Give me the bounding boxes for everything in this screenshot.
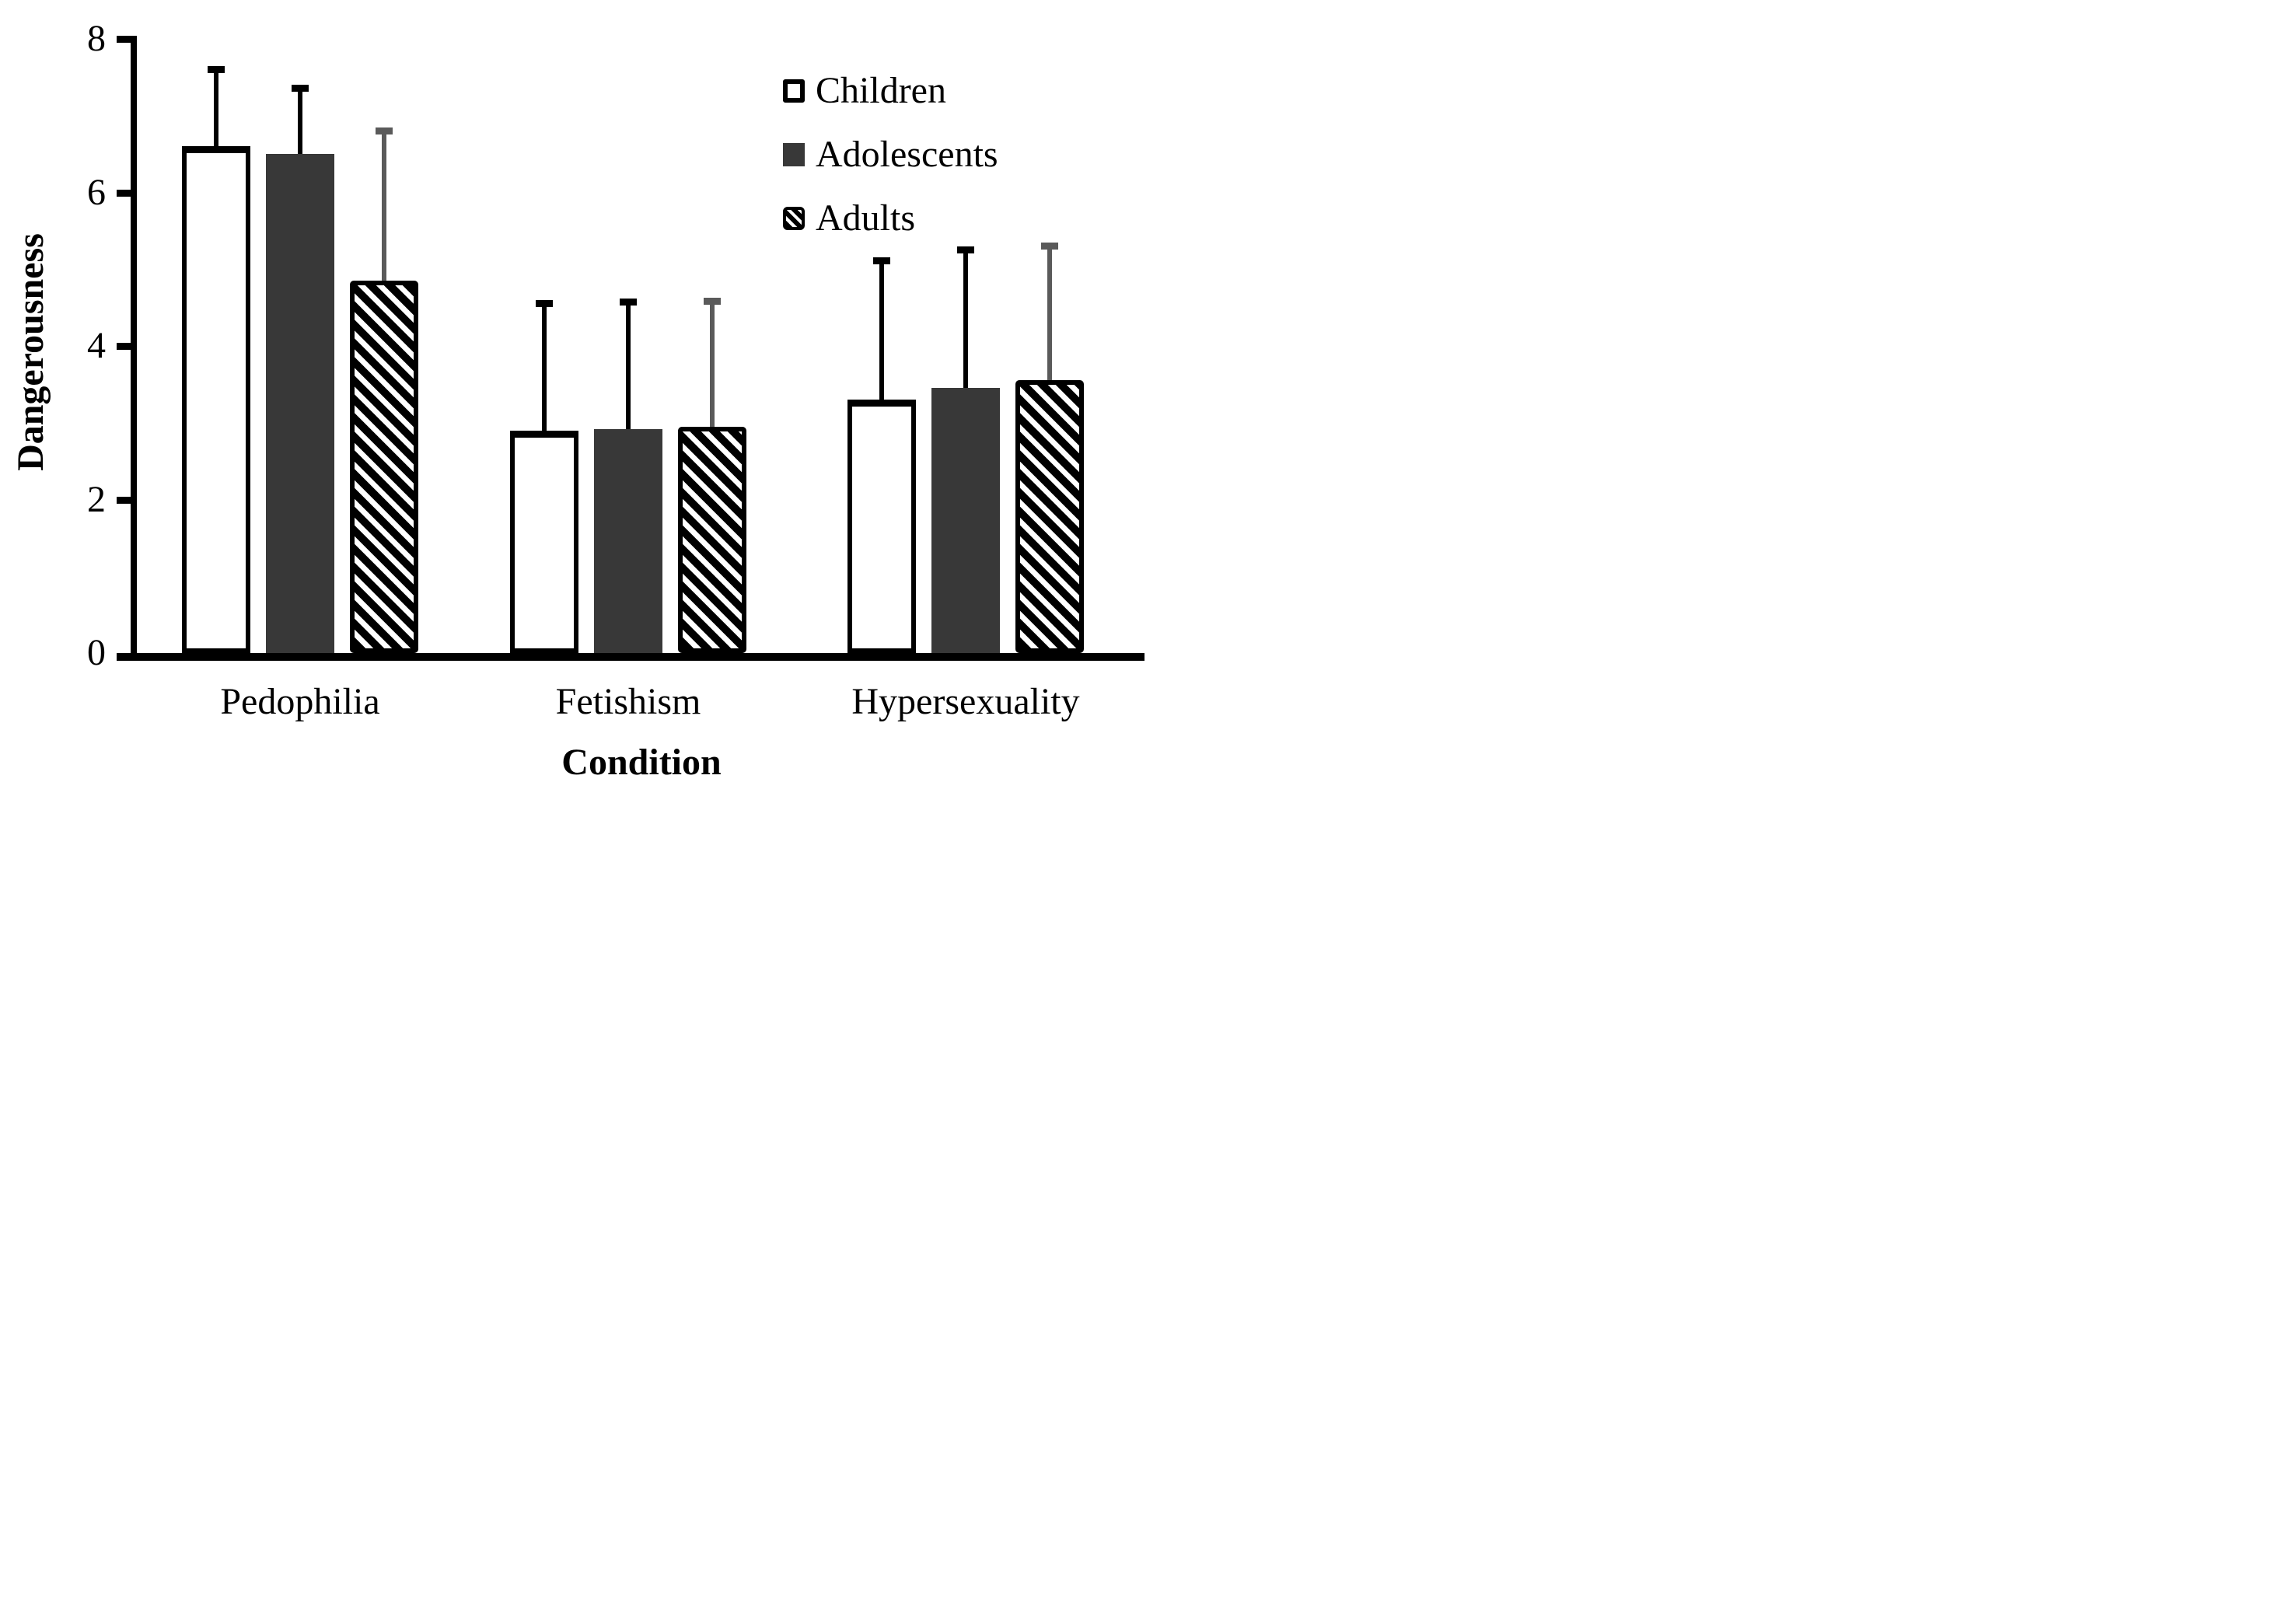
- x-category-label-fetishism: Fetishism: [555, 681, 701, 722]
- legend-swatch-adolescents: [783, 143, 805, 166]
- y-tick-label-4: 4: [87, 325, 106, 366]
- bar-hypersexuality-children: [847, 400, 916, 653]
- legend-label-children: Children: [816, 70, 946, 111]
- error-cap-fetishism-adults: [704, 297, 721, 305]
- error-cap-pedophilia-adults: [376, 127, 393, 134]
- error-bar-hypersexuality-adolescents: [963, 248, 968, 395]
- error-cap-fetishism-children: [536, 299, 553, 307]
- error-bar-fetishism-children: [542, 302, 547, 437]
- legend-label-adolescents: Adolescents: [816, 134, 998, 175]
- error-bar-pedophilia-adults: [382, 129, 386, 288]
- legend-item-children: Children: [783, 70, 998, 111]
- y-tick-6: [117, 189, 137, 197]
- bar-fetishism-children: [510, 430, 578, 653]
- error-bar-hypersexuality-adults: [1047, 244, 1052, 387]
- y-tick-label-2: 2: [87, 478, 106, 520]
- x-category-label-pedophilia: Pedophilia: [220, 681, 380, 722]
- error-bar-pedophilia-adolescents: [298, 87, 302, 161]
- bar-fetishism-adults: [678, 426, 746, 653]
- bar-pedophilia-children: [182, 146, 250, 653]
- x-category-label-hypersexuality: Hypersexuality: [851, 681, 1080, 722]
- error-cap-hypersexuality-adults: [1041, 242, 1058, 250]
- legend-swatch-adults: [783, 207, 805, 230]
- legend-item-adolescents: Adolescents: [783, 134, 998, 175]
- error-bar-pedophilia-children: [214, 68, 218, 153]
- x-axis-line: [117, 653, 1145, 661]
- y-axis-title: Dangerousness: [10, 233, 51, 471]
- bar-hypersexuality-adults: [1015, 380, 1084, 653]
- error-bar-fetishism-adolescents: [626, 300, 631, 435]
- error-cap-fetishism-adolescents: [620, 298, 637, 306]
- y-tick-4: [117, 343, 137, 350]
- y-tick-label-8: 8: [87, 18, 106, 59]
- x-axis-title: Condition: [561, 742, 722, 783]
- bar-hypersexuality-adolescents: [931, 388, 1000, 653]
- error-bar-fetishism-adults: [710, 299, 715, 433]
- legend-label-adults: Adults: [816, 197, 916, 239]
- legend-swatch-children: [783, 79, 805, 103]
- error-cap-hypersexuality-adolescents: [957, 246, 974, 253]
- y-tick-label-0: 0: [87, 632, 106, 673]
- bar-fetishism-adolescents: [594, 428, 662, 653]
- y-tick-2: [117, 496, 137, 504]
- y-tick-8: [117, 36, 137, 43]
- legend: Children Adolescents Adults: [783, 70, 998, 266]
- legend-item-adults: Adults: [783, 197, 998, 239]
- bar-pedophilia-adolescents: [266, 154, 334, 653]
- error-bar-hypersexuality-children: [879, 260, 884, 407]
- error-cap-pedophilia-children: [208, 65, 225, 73]
- error-cap-hypersexuality-children: [873, 257, 890, 265]
- y-tick-label-6: 6: [87, 171, 106, 213]
- error-cap-pedophilia-adolescents: [292, 85, 309, 93]
- bar-pedophilia-adults: [350, 281, 418, 653]
